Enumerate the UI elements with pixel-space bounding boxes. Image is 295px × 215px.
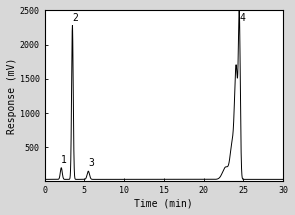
Text: 1: 1 [60, 155, 66, 165]
X-axis label: Time (min): Time (min) [135, 198, 193, 208]
Y-axis label: Response (mV): Response (mV) [7, 58, 17, 134]
Text: 2: 2 [73, 14, 79, 23]
Text: 4: 4 [240, 14, 246, 23]
Text: 3: 3 [89, 158, 95, 168]
